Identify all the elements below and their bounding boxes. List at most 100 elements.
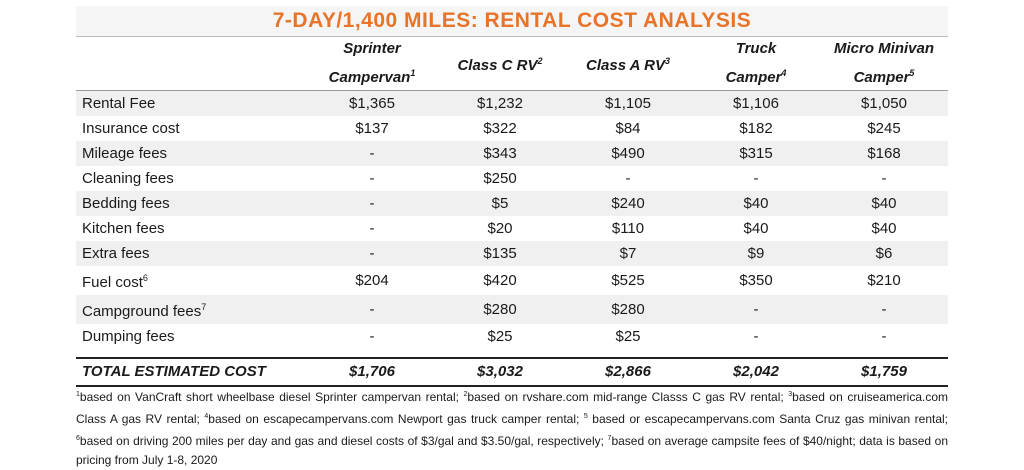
footnote-mark: 7 <box>607 435 612 442</box>
cell-value: $280 <box>436 295 564 324</box>
cell-value: $240 <box>564 191 692 216</box>
cell-value: $168 <box>820 141 948 166</box>
total-value: $2,866 <box>564 357 692 387</box>
cell-value: $1,106 <box>692 90 820 116</box>
cell-value: - <box>820 295 948 324</box>
table-row: Insurance cost $137 $322 $84 $182 $245 <box>76 116 948 141</box>
row-label-text: Kitchen fees <box>82 220 165 237</box>
cell-value: $40 <box>820 191 948 216</box>
table-row: Fuel cost6 $204 $420 $525 $350 $210 <box>76 266 948 295</box>
cell-value: $1,365 <box>308 90 436 116</box>
row-label: Bedding fees <box>76 191 308 216</box>
row-label-text: Insurance cost <box>82 120 180 137</box>
cell-value: $1,105 <box>564 90 692 116</box>
row-label: Fuel cost6 <box>76 266 308 295</box>
cell-value: $25 <box>615 328 641 345</box>
row-label-text: Extra fees <box>82 245 150 262</box>
row-label: Kitchen fees <box>76 216 308 241</box>
cell-value: $40 <box>692 191 820 216</box>
row-label-text: Dumping fees <box>82 328 175 345</box>
cell-value: $210 <box>867 272 901 289</box>
column-header: Sprinter Campervan1 <box>308 37 436 91</box>
table-row: Cleaning fees - $250 - - - <box>76 166 948 191</box>
row-label: Campground fees7 <box>76 295 308 324</box>
cell-value: $182 <box>739 120 773 137</box>
column-footnote-mark: 1 <box>410 68 416 78</box>
footnote-mark: 1 <box>76 391 80 398</box>
cell-value: $110 <box>611 220 645 237</box>
table-row: Mileage fees - $343 $490 $315 $168 <box>76 141 948 166</box>
footnote-text: based on average campsite fees of $40/ni… <box>76 434 948 467</box>
footnotes: 1based on VanCraft short wheelbase diese… <box>76 385 948 470</box>
footnote-text: based on cruiseamerica.com Class A gas R… <box>76 390 949 426</box>
column-header-line1: Class C RV <box>457 57 538 74</box>
cell-value: $1,050 <box>820 90 948 116</box>
column-header-line2: Camper <box>725 69 782 86</box>
row-label: Rental Fee <box>76 90 308 116</box>
column-header: Class A RV3 <box>564 37 692 91</box>
table-body: Rental Fee $1,365 $1,232 $1,105 $1,106 $1,050… <box>76 90 948 387</box>
table-title: 7-DAY/1,400 MILES: RENTAL COST ANALYSIS <box>76 6 948 37</box>
footnote-mark: 4 <box>204 413 209 420</box>
column-header-line1: Micro Minivan <box>833 40 934 57</box>
cell-value: - <box>369 328 375 345</box>
cell-value: $135 <box>436 241 564 266</box>
column-footnote-mark: 2 <box>537 56 543 66</box>
cell-value: - <box>881 328 887 345</box>
row-label-text: Mileage fees <box>82 145 168 162</box>
row-label-text: Rental Fee <box>82 95 156 112</box>
cell-value: - <box>692 295 820 324</box>
row-footnote-mark: 7 <box>201 302 207 312</box>
column-header-line1: Class A RV <box>586 57 665 74</box>
row-label: Dumping fees <box>76 324 308 349</box>
row-footnote-mark: 6 <box>142 273 148 283</box>
column-header: Micro Minivan Camper5 <box>820 37 948 91</box>
cell-value: - <box>625 170 631 187</box>
cell-value: - <box>308 295 436 324</box>
total-value: $3,032 <box>436 357 564 387</box>
footnote-mark: 5 <box>583 413 588 420</box>
cost-table: Sprinter Campervan1 Class C RV2 Class A … <box>76 37 948 387</box>
row-label: Extra fees <box>76 241 308 266</box>
row-label-text: Campground fees <box>82 303 202 320</box>
cell-value: $420 <box>483 272 517 289</box>
row-label: Mileage fees <box>76 141 308 166</box>
cell-value: $25 <box>487 328 513 345</box>
column-footnote-mark: 5 <box>909 68 915 78</box>
table-row: Extra fees - $135 $7 $9 $6 <box>76 241 948 266</box>
total-value: $2,042 <box>692 357 820 387</box>
cell-value: $5 <box>436 191 564 216</box>
table-row: Campground fees7- $280 $280- - <box>76 295 948 324</box>
cell-value: $322 <box>483 120 517 137</box>
cell-value: - <box>308 241 436 266</box>
cell-value: $525 <box>611 272 645 289</box>
cell-value: - <box>753 328 759 345</box>
column-header-line2: Camper <box>853 69 910 86</box>
table-row: Dumping fees - $25 $25 - - <box>76 324 948 349</box>
cell-value: $7 <box>564 241 692 266</box>
total-value: $1,759 <box>820 357 948 387</box>
cell-value: $250 <box>483 170 517 187</box>
header-row: Sprinter Campervan1 Class C RV2 Class A … <box>76 37 948 91</box>
cell-value: $350 <box>739 272 773 289</box>
footnote-text: based on escapecampervans.com Newport ga… <box>208 412 584 426</box>
column-header-line2: Campervan <box>328 69 411 86</box>
column-header-line1: Truck <box>735 40 777 57</box>
total-label: TOTAL ESTIMATED COST <box>76 357 308 387</box>
cell-value: - <box>308 191 436 216</box>
table-row: Rental Fee $1,365 $1,232 $1,105 $1,106 $1,050 <box>76 90 948 116</box>
cell-value: - <box>369 170 375 187</box>
footnote-text: based or escapecampervans.com Santa Cruz… <box>587 412 948 426</box>
footnote-mark: 3 <box>788 391 793 398</box>
cost-analysis-figure: 7-DAY/1,400 MILES: RENTAL COST ANALYSIS … <box>76 0 948 467</box>
column-footnote-mark: 3 <box>664 56 670 66</box>
total-value: $1,706 <box>308 357 436 387</box>
cell-value: - <box>881 170 887 187</box>
footnote-text: based on VanCraft short wheelbase diesel… <box>79 390 464 404</box>
cell-value: $490 <box>564 141 692 166</box>
cell-value: $1,232 <box>436 90 564 116</box>
column-footnote-mark: 4 <box>781 68 787 78</box>
table-row: Bedding fees - $5 $240 $40 $40 <box>76 191 948 216</box>
cell-value: $84 <box>615 120 641 137</box>
cell-value: $204 <box>355 272 389 289</box>
